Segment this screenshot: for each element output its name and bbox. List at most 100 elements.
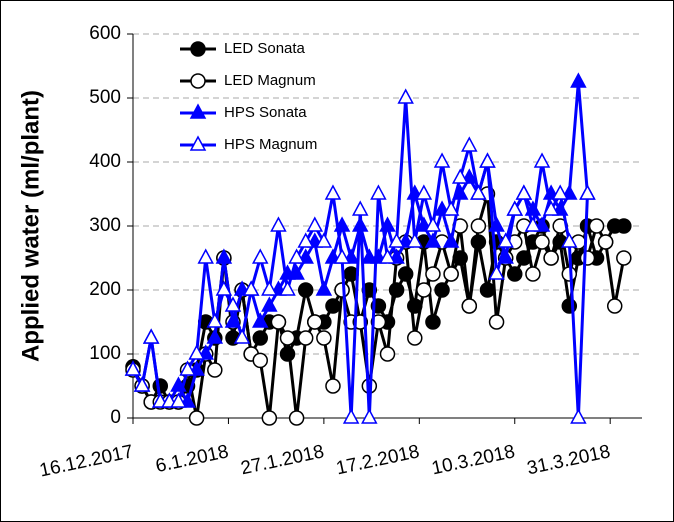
marker <box>616 218 632 234</box>
marker <box>579 184 596 200</box>
marker <box>561 232 578 248</box>
marker <box>370 184 387 200</box>
marker <box>324 184 342 200</box>
marker <box>370 314 387 330</box>
marker <box>424 232 442 248</box>
marker <box>442 232 460 248</box>
marker <box>152 378 169 394</box>
marker <box>442 200 460 216</box>
marker <box>388 232 405 248</box>
marker <box>224 296 242 312</box>
marker <box>542 200 560 216</box>
marker <box>461 136 478 152</box>
marker <box>252 352 268 369</box>
marker <box>570 408 587 424</box>
marker <box>361 408 378 424</box>
marker <box>416 282 432 298</box>
marker <box>188 344 205 360</box>
y-tick-label: 0 <box>110 407 121 428</box>
marker <box>297 232 314 248</box>
marker <box>351 200 369 216</box>
marker <box>261 296 278 312</box>
marker <box>197 248 214 264</box>
marker <box>425 314 441 330</box>
marker <box>270 314 287 330</box>
marker <box>379 346 396 362</box>
marker <box>606 298 623 314</box>
marker <box>206 312 224 328</box>
legend-marker <box>190 41 206 57</box>
marker <box>451 168 469 184</box>
marker <box>579 250 596 266</box>
marker <box>524 216 542 232</box>
marker <box>170 392 187 408</box>
marker <box>415 184 433 200</box>
marker <box>488 314 505 330</box>
marker <box>597 234 614 250</box>
marker <box>470 184 487 200</box>
marker <box>461 298 478 314</box>
marker <box>215 280 233 296</box>
marker <box>588 218 605 234</box>
marker <box>124 360 142 376</box>
marker <box>297 330 314 346</box>
marker <box>342 408 360 424</box>
legend-marker <box>189 135 207 151</box>
marker <box>297 282 314 298</box>
marker <box>270 216 287 232</box>
y-tick-label: 500 <box>89 87 121 108</box>
marker <box>515 184 533 200</box>
marker <box>306 216 324 232</box>
marker <box>534 234 550 250</box>
marker <box>424 216 442 232</box>
marker <box>525 266 541 282</box>
y-tick-label: 300 <box>89 215 121 236</box>
marker <box>251 248 269 264</box>
legend-label: HPS Magnum <box>224 136 317 153</box>
y-axis-label: Applied water (ml/plant) <box>17 90 44 362</box>
marker <box>325 298 341 314</box>
marker <box>425 266 441 282</box>
marker <box>543 250 559 266</box>
marker <box>397 88 414 104</box>
marker <box>479 152 496 168</box>
marker <box>315 280 333 296</box>
marker <box>307 314 323 330</box>
marker <box>142 328 160 344</box>
marker <box>325 378 341 394</box>
marker <box>443 266 459 282</box>
marker <box>207 362 223 378</box>
legend-label: LED Sonata <box>224 40 306 57</box>
legend-marker <box>189 103 207 119</box>
y-tick-label: 100 <box>89 343 121 364</box>
marker <box>215 248 233 264</box>
legend-label: LED Magnum <box>224 72 316 89</box>
y-tick-label: 400 <box>89 151 121 172</box>
marker <box>507 266 523 282</box>
marker <box>279 280 296 296</box>
y-tick-label: 600 <box>89 23 121 44</box>
legend-label: HPS Sonata <box>224 104 307 121</box>
marker <box>242 280 260 296</box>
marker <box>233 328 251 344</box>
marker <box>616 250 632 266</box>
marker <box>433 152 451 168</box>
marker <box>252 330 268 346</box>
marker <box>379 248 396 264</box>
marker <box>406 232 424 248</box>
marker <box>333 248 351 264</box>
marker <box>261 280 278 296</box>
marker <box>315 232 333 248</box>
marker <box>288 410 305 426</box>
marker <box>479 282 496 298</box>
legend-marker <box>190 73 206 89</box>
marker <box>334 282 350 298</box>
marker <box>316 330 332 346</box>
marker <box>497 232 514 248</box>
marker <box>261 410 278 426</box>
marker <box>188 410 205 426</box>
marker <box>434 282 450 298</box>
marker <box>551 184 569 200</box>
marker <box>133 376 151 392</box>
